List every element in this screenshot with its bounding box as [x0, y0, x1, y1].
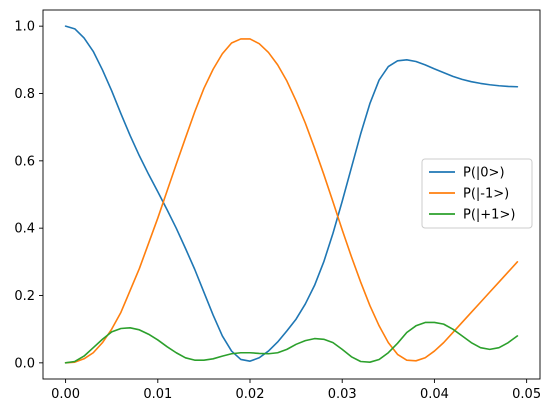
- x-tick-label: 0.00: [51, 387, 80, 402]
- series-layer: [64, 25, 519, 364]
- y-tick-label: 0.0: [14, 356, 35, 371]
- axes-layer: 0.00 0.01 0.02 0.03 0.04 0.05 0.0 0.2 0.4 0.6 0.8 1…: [14, 9, 541, 402]
- y-tick-label: 0.6: [14, 154, 35, 169]
- legend-label: P(|-1>): [463, 187, 509, 202]
- x-tick-label: 0.02: [236, 387, 265, 402]
- legend-label: P(|+1>): [463, 208, 515, 223]
- y-tick-label: 1.0: [14, 20, 35, 35]
- legend-box: [421, 158, 533, 229]
- y-tick-label: 0.4: [14, 222, 35, 237]
- x-tick-label: 0.05: [512, 387, 541, 402]
- x-tick-label: 0.04: [420, 387, 449, 402]
- y-tick-label: 0.8: [14, 87, 35, 102]
- axes-frame: [42, 9, 541, 380]
- x-tick-label: 0.03: [328, 387, 357, 402]
- series-line-0: [64, 25, 519, 362]
- series-line-1: [64, 38, 519, 364]
- y-tick-label: 0.2: [14, 289, 35, 304]
- legend-label: P(|0>): [463, 166, 505, 181]
- legend: P(|0>) P(|-1>) P(|+1>): [421, 158, 533, 229]
- x-tick-label: 0.01: [143, 387, 172, 402]
- series-line-2: [64, 321, 519, 364]
